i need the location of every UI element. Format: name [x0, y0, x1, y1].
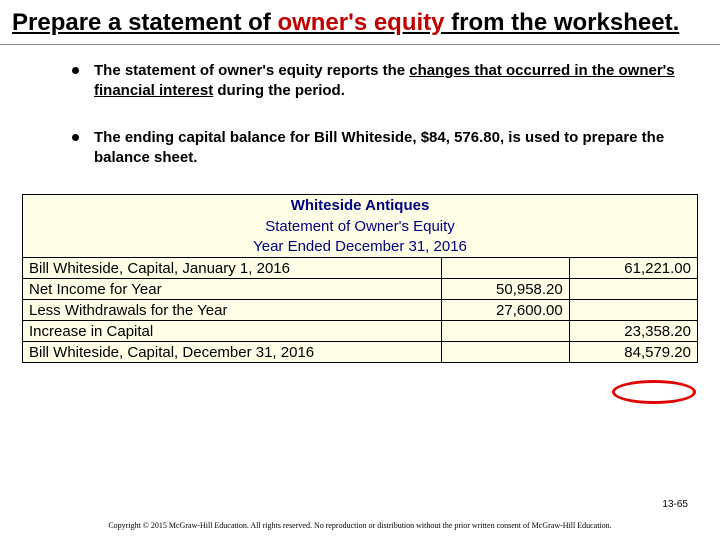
table-row: Net Income for Year 50,958.20 [23, 279, 698, 300]
row-col2 [569, 279, 697, 300]
bullet-item: The ending capital balance for Bill Whit… [72, 128, 680, 169]
copyright-text: Copyright © 2015 McGraw-Hill Education. … [0, 521, 720, 530]
statement-container: Whiteside Antiques Statement of Owner's … [22, 194, 698, 363]
row-desc: Less Withdrawals for the Year [23, 300, 442, 321]
row-col1 [441, 258, 569, 279]
company-name: Whiteside Antiques [23, 195, 698, 216]
statement-table: Whiteside Antiques Statement of Owner's … [22, 194, 698, 363]
table-row: Less Withdrawals for the Year 27,600.00 [23, 300, 698, 321]
row-desc: Net Income for Year [23, 279, 442, 300]
row-col2 [569, 300, 697, 321]
title-emphasis: owner's equity [277, 9, 444, 36]
bullet-item: The statement of owner's equity reports … [72, 61, 680, 102]
row-col1: 50,958.20 [441, 279, 569, 300]
slide-title: Prepare a statement of owner's equity fr… [0, 0, 720, 38]
row-col2: 23,358.20 [569, 321, 697, 342]
title-pre: Prepare a statement of [12, 9, 277, 36]
title-post: from the worksheet. [445, 9, 680, 36]
highlight-circle [612, 380, 696, 404]
table-header-row: Year Ended December 31, 2016 [23, 237, 698, 258]
table-header-row: Statement of Owner's Equity [23, 216, 698, 237]
row-desc: Bill Whiteside, Capital, December 31, 20… [23, 342, 442, 363]
row-col2: 61,221.00 [569, 258, 697, 279]
table-row: Bill Whiteside, Capital, December 31, 20… [23, 342, 698, 363]
bullet-text-post: during the period. [213, 82, 345, 99]
row-desc: Bill Whiteside, Capital, January 1, 2016 [23, 258, 442, 279]
row-col1 [441, 342, 569, 363]
table-row: Increase in Capital 23,358.20 [23, 321, 698, 342]
page-number: 13-65 [662, 499, 688, 510]
bullet-text-pre: The ending capital balance for Bill Whit… [94, 129, 664, 166]
statement-period: Year Ended December 31, 2016 [23, 237, 698, 258]
bullet-text-pre: The statement of owner's equity reports … [94, 62, 409, 79]
statement-title: Statement of Owner's Equity [23, 216, 698, 237]
row-col1: 27,600.00 [441, 300, 569, 321]
row-desc: Increase in Capital [23, 321, 442, 342]
row-col2: 84,579.20 [569, 342, 697, 363]
table-row: Bill Whiteside, Capital, January 1, 2016… [23, 258, 698, 279]
row-col1 [441, 321, 569, 342]
table-header-row: Whiteside Antiques [23, 195, 698, 216]
bullet-list: The statement of owner's equity reports … [0, 45, 720, 168]
